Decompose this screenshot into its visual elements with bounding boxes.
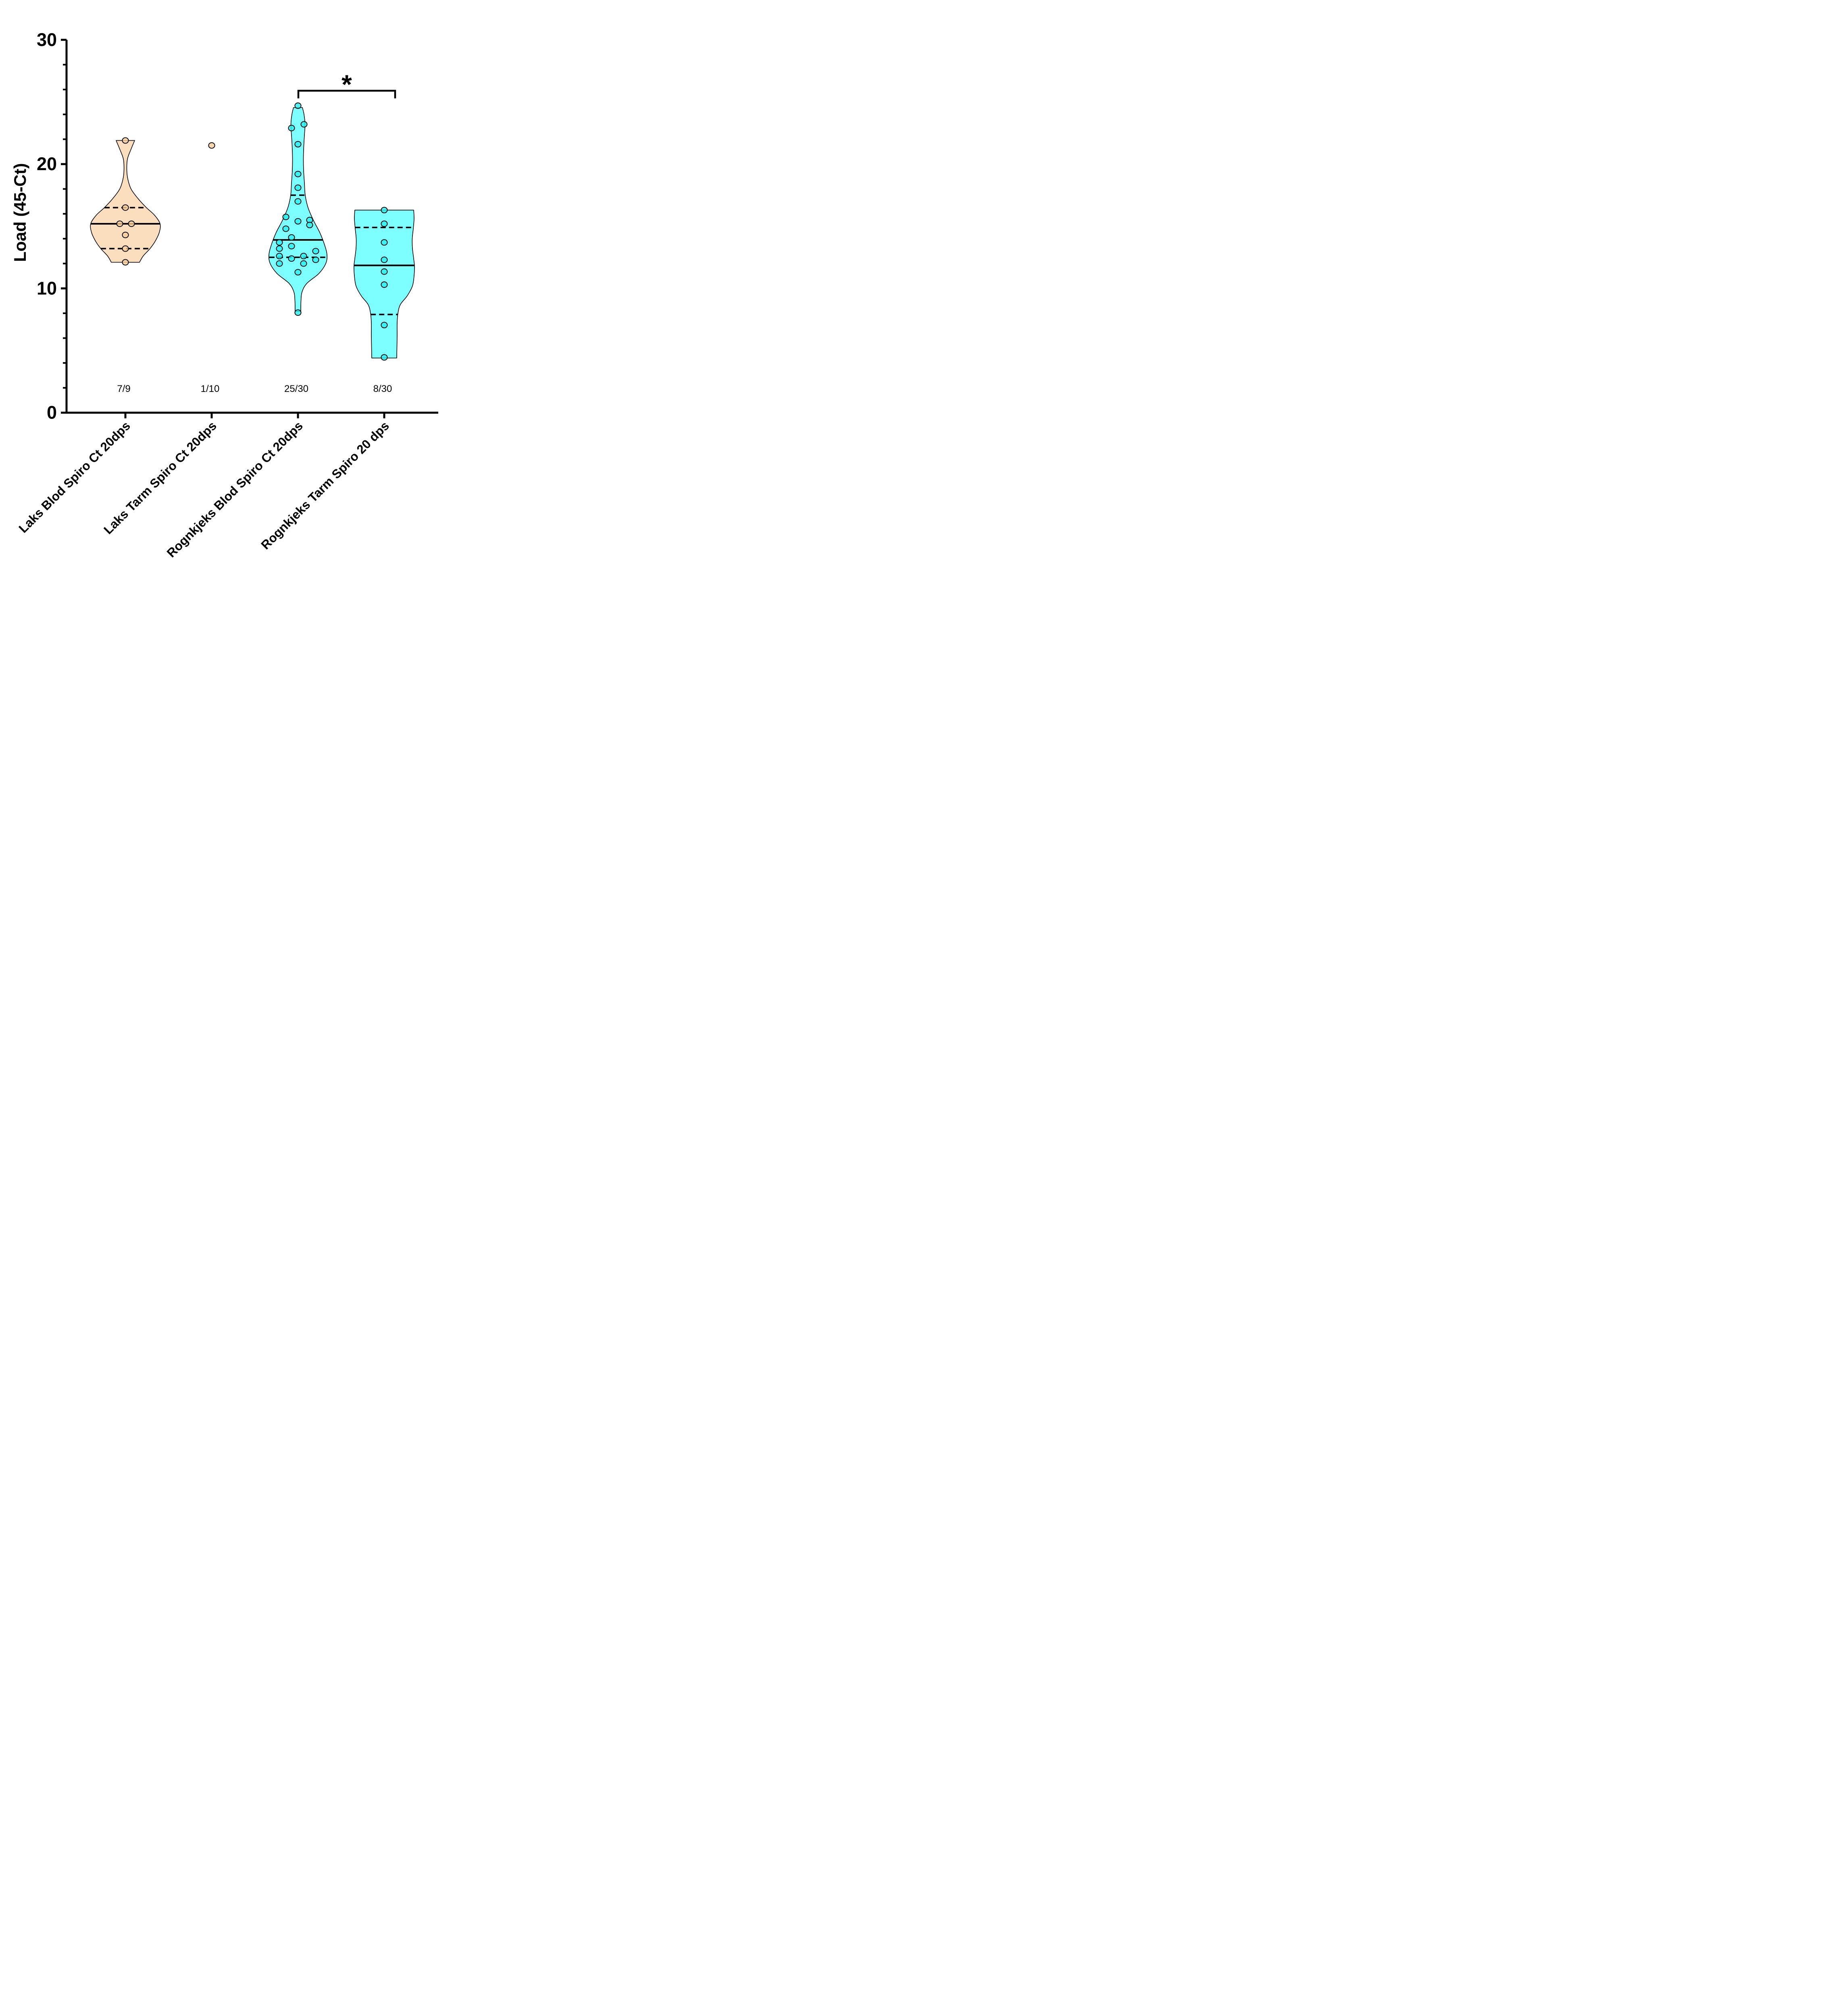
data-point [288,234,295,241]
sample-count-label-2: 1/10 [201,383,220,394]
y-tick-label-0: 0 [47,402,57,423]
data-point [208,142,215,149]
data-point [282,225,289,232]
data-point [128,221,135,227]
data-point [381,322,388,329]
y-tick-label-20: 20 [37,154,57,174]
data-point [312,256,319,263]
data-point [381,281,388,288]
y-tick-label-10: 10 [37,278,57,298]
data-point [288,125,295,131]
data-point [122,204,129,211]
significance-bracket [297,90,396,98]
significance-asterisk: * [342,69,352,99]
data-point [276,253,283,260]
sample-count-label-1: 7/9 [117,383,130,394]
data-point [294,269,302,276]
data-point [116,221,123,227]
violin-group-1 [90,137,161,266]
data-point [294,184,302,191]
data-point [381,239,388,246]
data-point [276,260,283,267]
violin-group-2 [208,142,215,149]
data-point [300,260,307,267]
data-point [122,259,129,266]
data-point [288,243,295,250]
data-point [381,354,388,361]
data-point [288,255,295,262]
sample-count-label-4: 8/30 [373,383,392,394]
data-point [294,141,302,148]
violin-group-3 [268,102,328,316]
data-point [294,309,302,316]
data-point [381,221,388,227]
data-point [294,198,302,205]
data-point [381,268,388,275]
violin-body-1 [90,140,161,263]
data-point [300,121,308,128]
data-point [276,239,283,246]
sample-count-label-3: 25/30 [284,383,308,394]
data-point [312,248,319,254]
data-point [381,207,388,214]
y-axis-title: Load (45-Ct) [10,163,29,262]
data-point [294,171,302,177]
data-point [122,231,129,238]
y-tick-label-30: 30 [37,29,57,50]
data-point [122,137,129,144]
data-point [306,222,313,228]
violin-plot-figure: * 0 10 20 30 Load (45-Ct) 7/9 Laks Blod Spiro C… [0,0,461,580]
data-point [294,102,302,109]
data-point [300,253,307,260]
data-point [282,214,289,220]
data-point [122,245,129,252]
data-point [276,245,283,252]
violin-group-4 [354,207,415,361]
data-point [294,218,302,225]
data-point [381,256,388,263]
